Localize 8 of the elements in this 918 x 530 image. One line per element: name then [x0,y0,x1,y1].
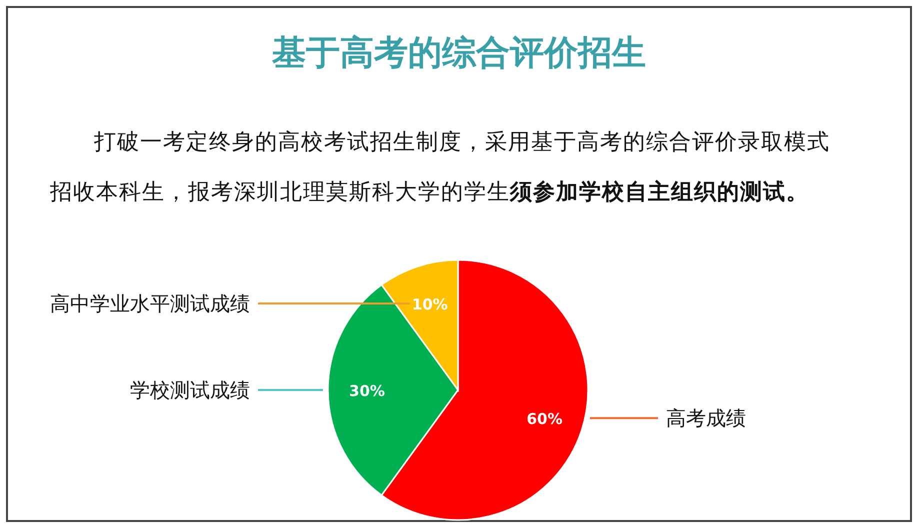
data-label: 60% [526,410,562,428]
data-label: 30% [349,382,385,400]
data-label: 10% [412,295,448,314]
text: 须参加学校自主组织的测试。 [510,180,809,205]
chart-title: 基于高考的综合评价招生 [271,32,647,75]
slice-label: 学校测试成绩 [130,378,250,402]
slice-label: 高中学业水平测试成绩 [50,291,250,316]
slice-label: 高考成绩 [666,406,746,430]
